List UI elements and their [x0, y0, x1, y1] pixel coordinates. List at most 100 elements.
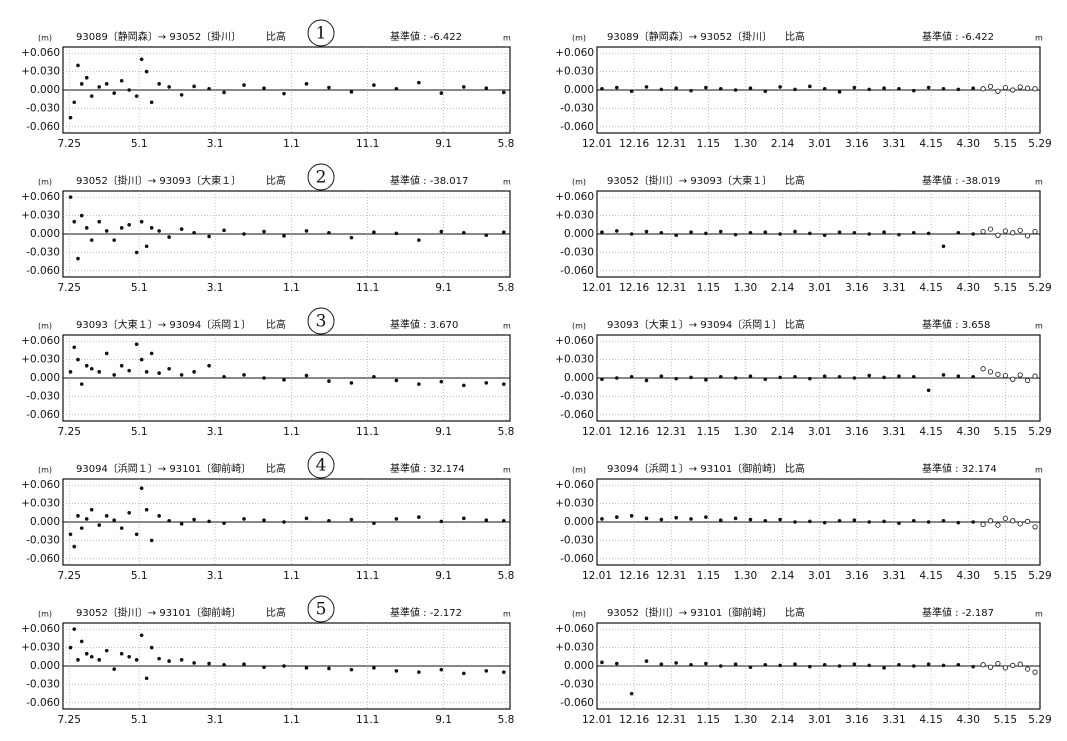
point [242, 517, 246, 521]
x-tick-label: 9.1 [435, 138, 452, 150]
point [600, 517, 604, 521]
open-point [1002, 84, 1008, 91]
point [417, 515, 421, 519]
point [127, 222, 131, 227]
point [127, 510, 131, 515]
y-tick-label: 0.000 [564, 84, 594, 96]
point [674, 515, 678, 520]
x-tick-label: 5.8 [498, 570, 515, 582]
point [349, 90, 354, 94]
point [417, 670, 421, 674]
y-tick-label: +0.030 [21, 66, 60, 78]
unit: (m) [38, 610, 52, 619]
point [372, 230, 376, 234]
point [778, 663, 782, 668]
point [778, 85, 782, 89]
point [68, 115, 73, 120]
point [76, 658, 80, 662]
point [304, 229, 309, 233]
reference: 基準値 : 32.174 [390, 462, 465, 475]
point [867, 87, 872, 92]
point [822, 374, 827, 378]
point [112, 667, 116, 671]
point [327, 85, 331, 90]
quantity: 比高 [266, 318, 286, 331]
x-tick-label: 4.15 [919, 570, 942, 582]
point [501, 230, 506, 234]
x-tick-label: 4.15 [919, 138, 942, 150]
point [911, 88, 916, 93]
point [72, 219, 77, 224]
point [72, 100, 77, 105]
y-tick-label: +0.030 [555, 642, 594, 654]
point [462, 85, 466, 89]
point [139, 357, 144, 362]
point [926, 231, 931, 236]
point [167, 235, 171, 239]
point [837, 374, 842, 379]
route: 93093〔大東１〕→ 93094〔浜岡１〕 [607, 318, 782, 331]
point [179, 93, 184, 97]
x-tick-label: 12.16 [619, 138, 649, 150]
x-tick-label: 1.1 [283, 570, 300, 582]
y-tick-label: -0.030 [560, 534, 594, 546]
point [644, 659, 649, 663]
x-tick-label: 3.1 [207, 714, 224, 726]
open-point [1025, 377, 1031, 384]
x-tick-label: 3.31 [882, 714, 905, 726]
point [89, 366, 94, 371]
quantity: 比高 [785, 606, 805, 619]
point [822, 520, 827, 525]
y-tick-label: -0.060 [26, 553, 60, 565]
x-tick-label: 5.29 [1028, 282, 1051, 294]
panel-number: 5 [316, 600, 327, 620]
point [822, 86, 827, 91]
point [394, 231, 399, 236]
y-tick-label: +0.030 [21, 498, 60, 510]
x-tick-label: 1.15 [697, 570, 720, 582]
point [484, 518, 489, 522]
point [882, 86, 886, 90]
y-tick-label: -0.030 [560, 246, 594, 258]
point [733, 662, 738, 666]
x-tick-label: 1.1 [283, 282, 300, 294]
reference-unit: m [1035, 466, 1043, 475]
point [89, 507, 94, 512]
point [112, 238, 116, 242]
point [79, 82, 84, 86]
point [262, 229, 266, 234]
panel-number: 3 [316, 312, 327, 332]
reference: 基準値 : -2.187 [922, 606, 994, 619]
point [394, 86, 399, 91]
point [941, 373, 946, 377]
point [68, 195, 73, 199]
point [689, 517, 693, 521]
point [207, 519, 211, 524]
x-tick-label: 7.25 [58, 570, 81, 582]
point [167, 659, 171, 663]
x-tick-label: 3.01 [808, 138, 831, 150]
point [79, 639, 84, 644]
y-tick-label: +0.030 [555, 498, 594, 510]
point [134, 94, 139, 98]
point [192, 370, 196, 374]
point [956, 520, 961, 525]
point [179, 658, 184, 662]
x-tick-label: 3.16 [845, 426, 869, 438]
open-point [1017, 521, 1023, 527]
x-tick-label: 5.15 [994, 138, 1017, 150]
route: 93089〔静岡森〕→ 93052〔掛川〕 [76, 30, 241, 43]
x-tick-label: 11.1 [356, 138, 379, 150]
x-tick-label: 3.01 [808, 282, 831, 294]
point [207, 86, 211, 91]
point [748, 86, 753, 90]
point [327, 379, 331, 383]
point [763, 662, 768, 667]
point [439, 91, 444, 95]
point [104, 351, 109, 356]
point [68, 370, 73, 374]
y-tick-label: 0.000 [30, 372, 60, 384]
quantity: 比高 [785, 174, 805, 187]
x-tick-label: 12.31 [656, 426, 686, 438]
x-tick-label: 4.30 [957, 426, 980, 438]
